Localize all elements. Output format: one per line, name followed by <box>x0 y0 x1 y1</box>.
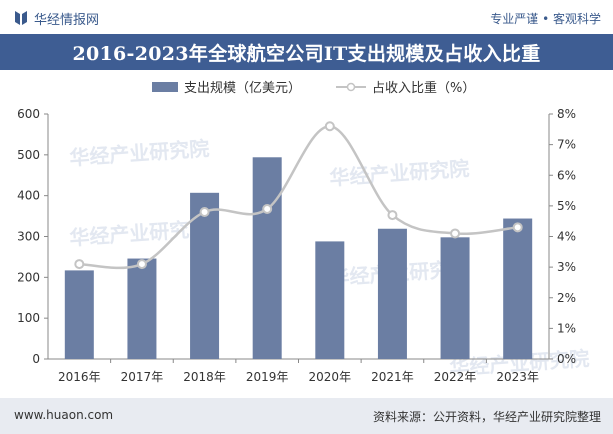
bar <box>377 228 407 359</box>
x-tick-label: 2021年 <box>371 370 414 384</box>
top-bar: 华经情报网 专业严谨 • 客观科学 <box>0 0 613 34</box>
ratio-line <box>79 124 518 270</box>
bar <box>252 157 282 359</box>
footer: www.huaon.com 资料来源：公开资料，华经产业研究院整理 <box>0 398 613 434</box>
y-right-tick-label: 8% <box>557 107 576 121</box>
bar <box>64 270 94 359</box>
watermark-text: 华经产业研究院 <box>69 136 210 170</box>
ratio-point <box>74 259 85 270</box>
title-bar: 2016-2023年全球航空公司IT支出规模及占收入比重 <box>0 34 613 70</box>
brand: 华经情报网 <box>14 9 100 28</box>
ratio-point <box>199 207 210 217</box>
footer-source: 资料来源：公开资料，华经产业研究院整理 <box>372 410 601 424</box>
x-tick-label: 2020年 <box>309 370 352 384</box>
x-tick-label: 2017年 <box>121 370 164 384</box>
bar <box>315 241 345 359</box>
y-right-tick-label: 1% <box>557 321 576 335</box>
tagline: 专业严谨 • 客观科学 <box>490 12 601 26</box>
y-left-tick-label: 300 <box>17 230 40 244</box>
legend-bar-label: 支出规模（亿美元） <box>184 81 301 96</box>
y-right-tick-label: 2% <box>557 291 576 305</box>
chart: 华经产业研究院华经产业研究院华经产业研究院华经产业研究院华经产业研究院支出规模（… <box>17 80 590 384</box>
x-tick-label: 2019年 <box>246 370 289 384</box>
y-right-tick-label: 3% <box>557 260 576 274</box>
y-left-tick-label: 0 <box>32 352 40 366</box>
y-left-tick-label: 600 <box>17 107 40 121</box>
footer-url[interactable]: www.huaon.com <box>14 408 114 422</box>
y-right-tick-label: 4% <box>557 230 576 244</box>
legend-line-marker <box>346 82 356 92</box>
watermark-text: 华经产业研究院 <box>329 156 470 190</box>
y-right-tick-label: 7% <box>557 138 576 152</box>
ratio-point <box>136 259 147 270</box>
ratio-point <box>450 228 461 239</box>
bar <box>440 237 470 359</box>
y-left-tick-label: 200 <box>17 270 40 284</box>
ratio-point <box>324 121 335 132</box>
y-left-tick-label: 100 <box>17 311 40 325</box>
ratio-point <box>387 210 398 221</box>
x-tick-label: 2016年 <box>58 370 101 384</box>
bar <box>127 258 157 359</box>
x-tick-label: 2018年 <box>183 370 226 384</box>
legend-bar-swatch <box>152 82 178 92</box>
ratio-point <box>262 203 273 214</box>
y-right-tick-label: 0% <box>557 352 576 366</box>
bar <box>503 218 533 359</box>
y-right-tick-label: 5% <box>557 199 576 213</box>
bar <box>190 192 220 359</box>
ratio-point <box>512 222 523 233</box>
y-right-tick-label: 6% <box>557 168 576 182</box>
y-left-tick-label: 500 <box>17 148 40 162</box>
legend-line-label: 占收入比重（%） <box>372 80 475 96</box>
chart-title: 2016-2023年全球航空公司IT支出规模及占收入比重 <box>72 42 541 65</box>
y-left-tick-label: 400 <box>17 189 40 203</box>
brand-name: 华经情报网 <box>34 12 100 28</box>
brand-logo-icon <box>15 11 27 25</box>
x-tick-label: 2023年 <box>496 370 539 384</box>
x-tick-label: 2022年 <box>434 370 477 384</box>
